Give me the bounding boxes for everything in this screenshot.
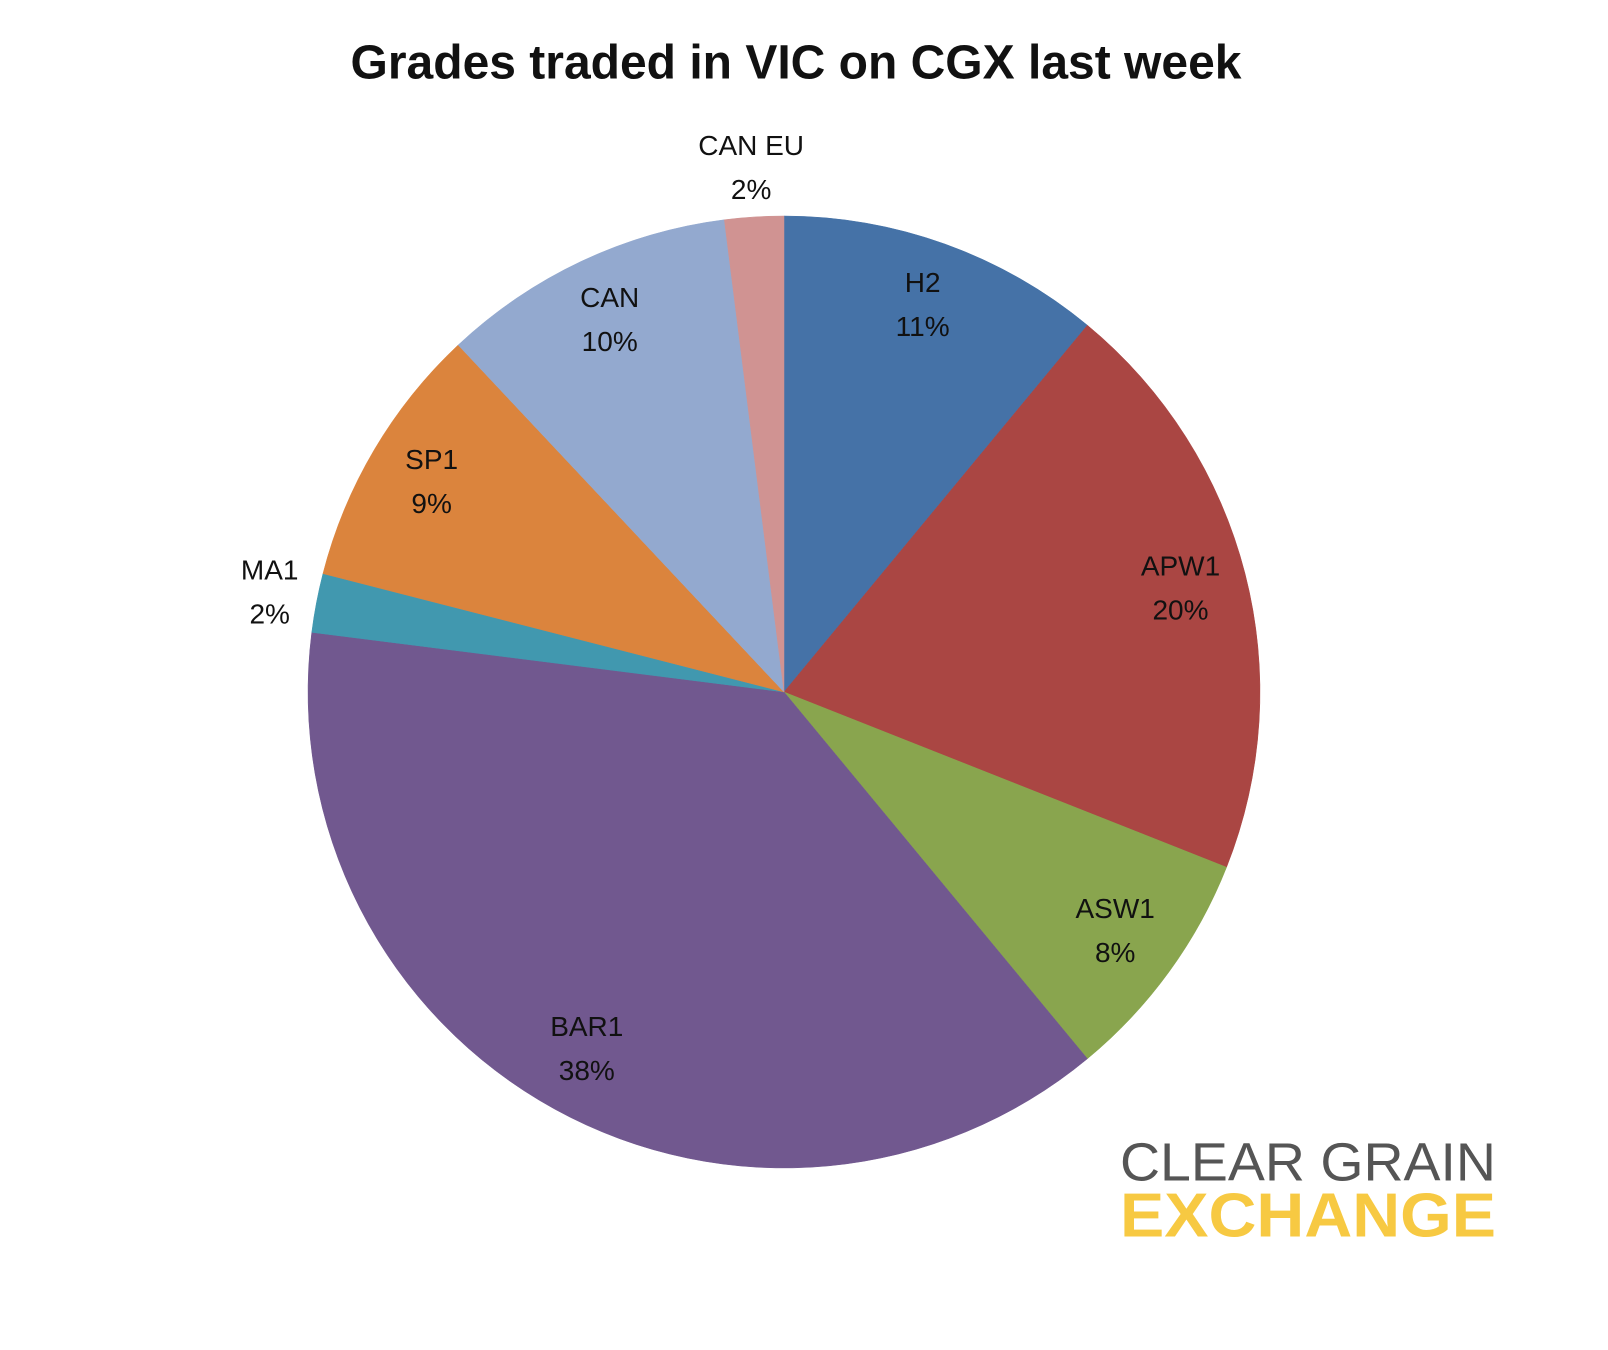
slice-label: SP1: [405, 444, 458, 475]
value-label: 11%: [896, 311, 950, 342]
logo-line1: CLEAR GRAIN: [1120, 1132, 1496, 1192]
value-label: 9%: [411, 488, 451, 519]
value-label: 20%: [1152, 595, 1208, 626]
logo-line2: EXCHANGE: [1120, 1181, 1496, 1250]
value-label: 2%: [731, 174, 771, 205]
data-labels: H2 11% APW1 20% ASW1 8% BAR1 38% MA1 2% SP1 9% CAN 10…: [241, 130, 1220, 1086]
slice-label: BAR1: [550, 1011, 623, 1042]
slice-label: CAN EU: [698, 130, 804, 161]
logo: CLEAR GRAIN EXCHANGE: [1120, 1132, 1496, 1250]
slice: [724, 215, 785, 693]
slice: [322, 344, 785, 693]
slice: [783, 691, 1227, 1060]
chart-title: Grades traded in VIC on CGX last week: [351, 37, 1242, 90]
slice: [307, 632, 1088, 1169]
slice-label: H2: [905, 267, 941, 298]
slice-label: APW1: [1141, 551, 1220, 582]
slice: [783, 324, 1261, 868]
value-label: 38%: [559, 1055, 615, 1086]
value-label: 10%: [582, 326, 638, 357]
value-label: 2%: [249, 598, 289, 629]
slice-label: CAN: [580, 282, 639, 313]
slice: [457, 219, 785, 693]
pie: [307, 215, 1261, 1169]
slice-label: ASW1: [1075, 893, 1154, 924]
value-label: 8%: [1095, 937, 1135, 968]
slice: [783, 215, 1088, 693]
slice-label: MA1: [241, 554, 299, 585]
